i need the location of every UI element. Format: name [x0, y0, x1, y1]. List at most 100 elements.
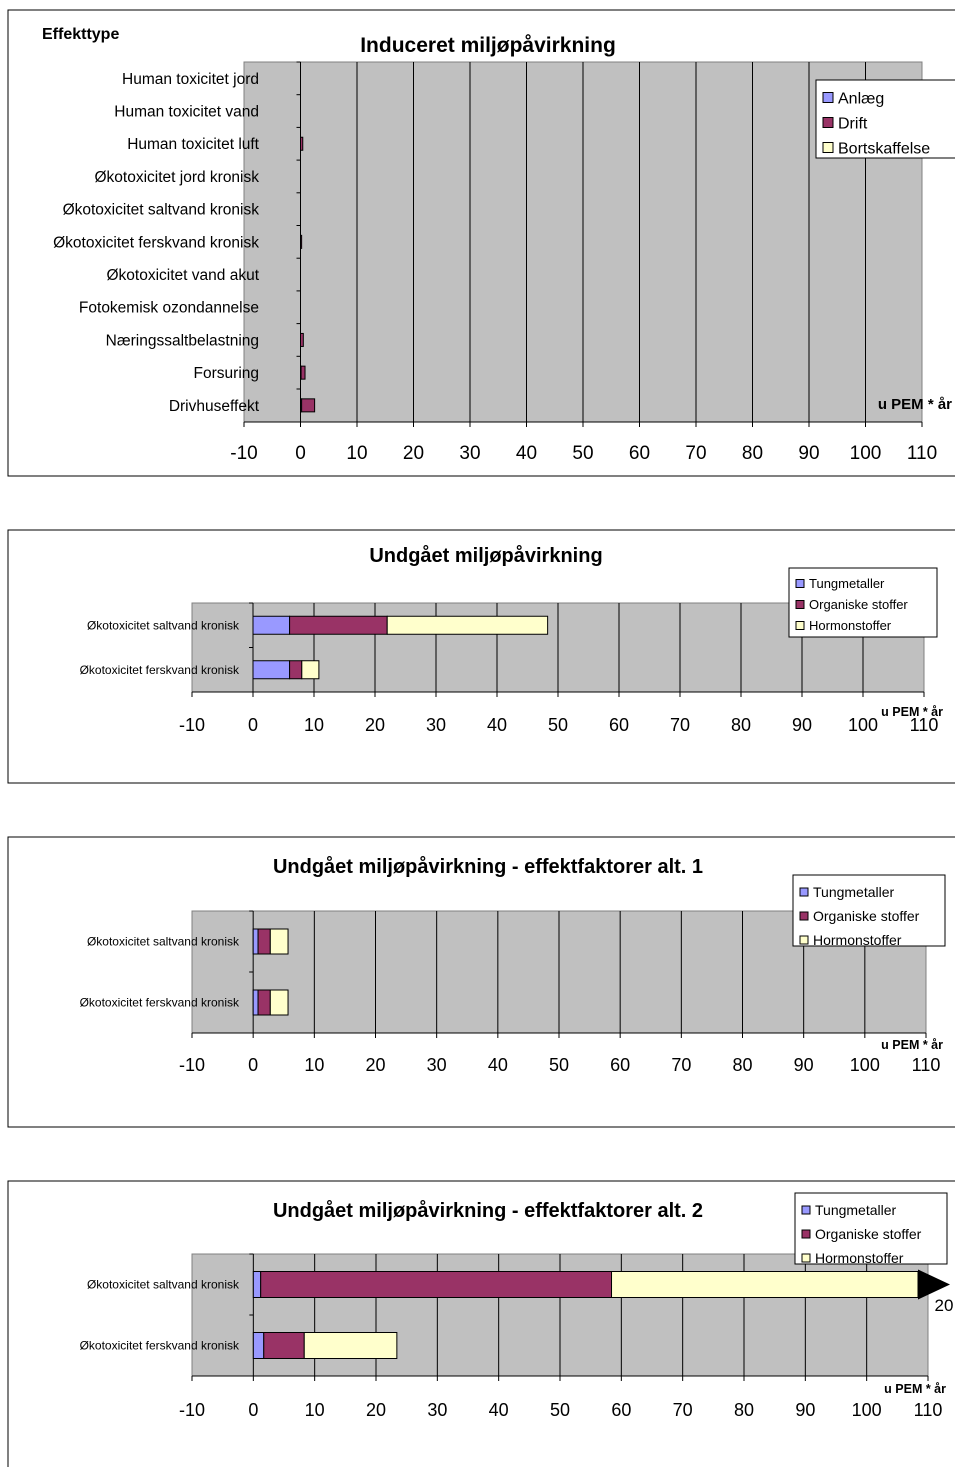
- tick-label: 90: [794, 1055, 814, 1075]
- unit-label: u PEM * år: [878, 396, 952, 413]
- category-label: Human toxicitet vand: [114, 103, 259, 120]
- unit-label: u PEM * år: [881, 1038, 943, 1052]
- bar-segment: [303, 1332, 398, 1359]
- tick-label: 20: [365, 715, 385, 735]
- legend-swatch: [822, 142, 834, 153]
- bar-segment: [300, 136, 304, 151]
- legend-swatch: [801, 1253, 811, 1263]
- bar-segment: [252, 928, 259, 955]
- tick-label: 0: [248, 1400, 258, 1420]
- tick-label: 10: [346, 443, 367, 464]
- tick-label: 60: [629, 443, 650, 464]
- bar-segment: [252, 989, 259, 1016]
- category-label: Økotoxicitet saltvand kronisk: [87, 1278, 240, 1292]
- tick-label: 70: [685, 443, 706, 464]
- category-label: Drivhuseffekt: [169, 398, 260, 415]
- bar-segment: [252, 615, 291, 635]
- legend-swatch: [822, 117, 834, 128]
- tick-label: 80: [731, 715, 751, 735]
- legend-label: Anlæg: [838, 90, 884, 107]
- legend-label: Organiske stoffer: [809, 597, 908, 612]
- category-label: Human toxicitet jord: [122, 71, 259, 88]
- tick-label: 90: [798, 443, 819, 464]
- tick-label: -10: [179, 1055, 205, 1075]
- bar-segment: [257, 989, 271, 1016]
- tick-label: 40: [487, 715, 507, 735]
- overflow-label: 20: [935, 1296, 954, 1315]
- tick-label: -10: [179, 1400, 205, 1420]
- tick-label: 50: [548, 715, 568, 735]
- legend-swatch: [799, 911, 809, 921]
- tick-label: 40: [516, 443, 537, 464]
- tick-label: 60: [610, 1055, 630, 1075]
- tick-label: 20: [365, 1055, 385, 1075]
- unit-label: u PEM * år: [881, 705, 943, 719]
- bar-segment: [257, 928, 271, 955]
- legend-label: Organiske stoffer: [815, 1226, 922, 1242]
- tick-label: 100: [852, 1400, 882, 1420]
- chart-4: -10 0 10 20 30 40 50 60 70 80 90 100 110 Økotoxicitet…: [7, 1180, 955, 1467]
- bar-segment: [263, 1332, 305, 1359]
- tick-label: 30: [427, 1055, 447, 1075]
- category-label: Økotoxicitet ferskvand kronisk: [53, 234, 259, 251]
- legend-label: Drift: [838, 115, 868, 132]
- bar-segment: [300, 365, 306, 380]
- tick-label: 90: [795, 1400, 815, 1420]
- tick-label: 90: [792, 715, 812, 735]
- legend-box: [792, 874, 946, 947]
- category-label: Økotoxicitet saltvand kronisk: [63, 202, 260, 219]
- chart-1: -10 0 10 20 30 40 50 60 70 80 90 100 110 Human toxici…: [7, 9, 955, 477]
- tick-label: 10: [305, 1400, 325, 1420]
- tick-label: 30: [459, 443, 480, 464]
- chart-title: Undgået miljøpåvirkning: [369, 544, 602, 567]
- tick-label: -10: [230, 443, 257, 464]
- tick-label: 100: [850, 1055, 880, 1075]
- bar-segment: [301, 660, 320, 680]
- tick-label: 70: [670, 715, 690, 735]
- bar-segment: [260, 1271, 613, 1298]
- legend-label: Hormonstoffer: [809, 618, 892, 633]
- legend-label: Organiske stoffer: [813, 908, 920, 924]
- legend-box: [815, 79, 955, 159]
- category-label: Næringssaltbelastning: [106, 332, 259, 349]
- chart-title: Undgået miljøpåvirkning - effektfaktorer…: [273, 855, 703, 878]
- legend-swatch: [822, 92, 834, 103]
- tick-label: 70: [671, 1055, 691, 1075]
- chart-title: Induceret miljøpåvirkning: [360, 34, 616, 57]
- legend: Tungmetaller Organiske stoffer Hormonstoff…: [788, 567, 938, 638]
- chart-2: -10 0 10 20 30 40 50 60 70 80 90 100 110 Økotoxicitet…: [7, 529, 955, 784]
- tick-label: 50: [550, 1400, 570, 1420]
- legend-swatch: [799, 887, 809, 897]
- legend-box: [794, 1192, 948, 1265]
- overflow-arrow: [918, 1269, 950, 1300]
- legend-label: Tungmetaller: [813, 884, 895, 900]
- bar-segment: [386, 615, 549, 635]
- category-label: Økotoxicitet jord kronisk: [94, 169, 259, 186]
- legend-label: Hormonstoffer: [813, 932, 902, 948]
- bar-segment: [611, 1271, 919, 1298]
- category-label: Økotoxicitet ferskvand kronisk: [80, 1339, 240, 1353]
- tick-label: 70: [673, 1400, 693, 1420]
- tick-label: 80: [742, 443, 763, 464]
- bar-segment: [289, 615, 388, 635]
- tick-label: 20: [366, 1400, 386, 1420]
- legend: Tungmetaller Organiske stoffer Hormonstoff…: [792, 874, 946, 948]
- legend-box: [788, 567, 938, 638]
- bar-segment: [289, 660, 303, 680]
- category-label: Økotoxicitet ferskvand kronisk: [80, 663, 240, 677]
- legend-label: Hormonstoffer: [815, 1250, 904, 1266]
- bar-segment: [252, 1332, 265, 1359]
- tick-label: 0: [295, 443, 306, 464]
- chart-3: -10 0 10 20 30 40 50 60 70 80 90 100 110 Økotoxicitet…: [7, 836, 955, 1128]
- tick-label: 0: [248, 715, 258, 735]
- bar-segment: [269, 928, 289, 955]
- legend-label: Tungmetaller: [809, 576, 885, 591]
- bar-segment: [301, 398, 316, 413]
- legend-swatch: [799, 935, 809, 945]
- tick-label: 100: [850, 443, 882, 464]
- category-label: Økotoxicitet vand akut: [107, 267, 260, 284]
- category-label: Forsuring: [194, 365, 259, 382]
- chart-title: Undgået miljøpåvirkning - effektfaktorer…: [273, 1199, 703, 1222]
- legend-swatch: [801, 1205, 811, 1215]
